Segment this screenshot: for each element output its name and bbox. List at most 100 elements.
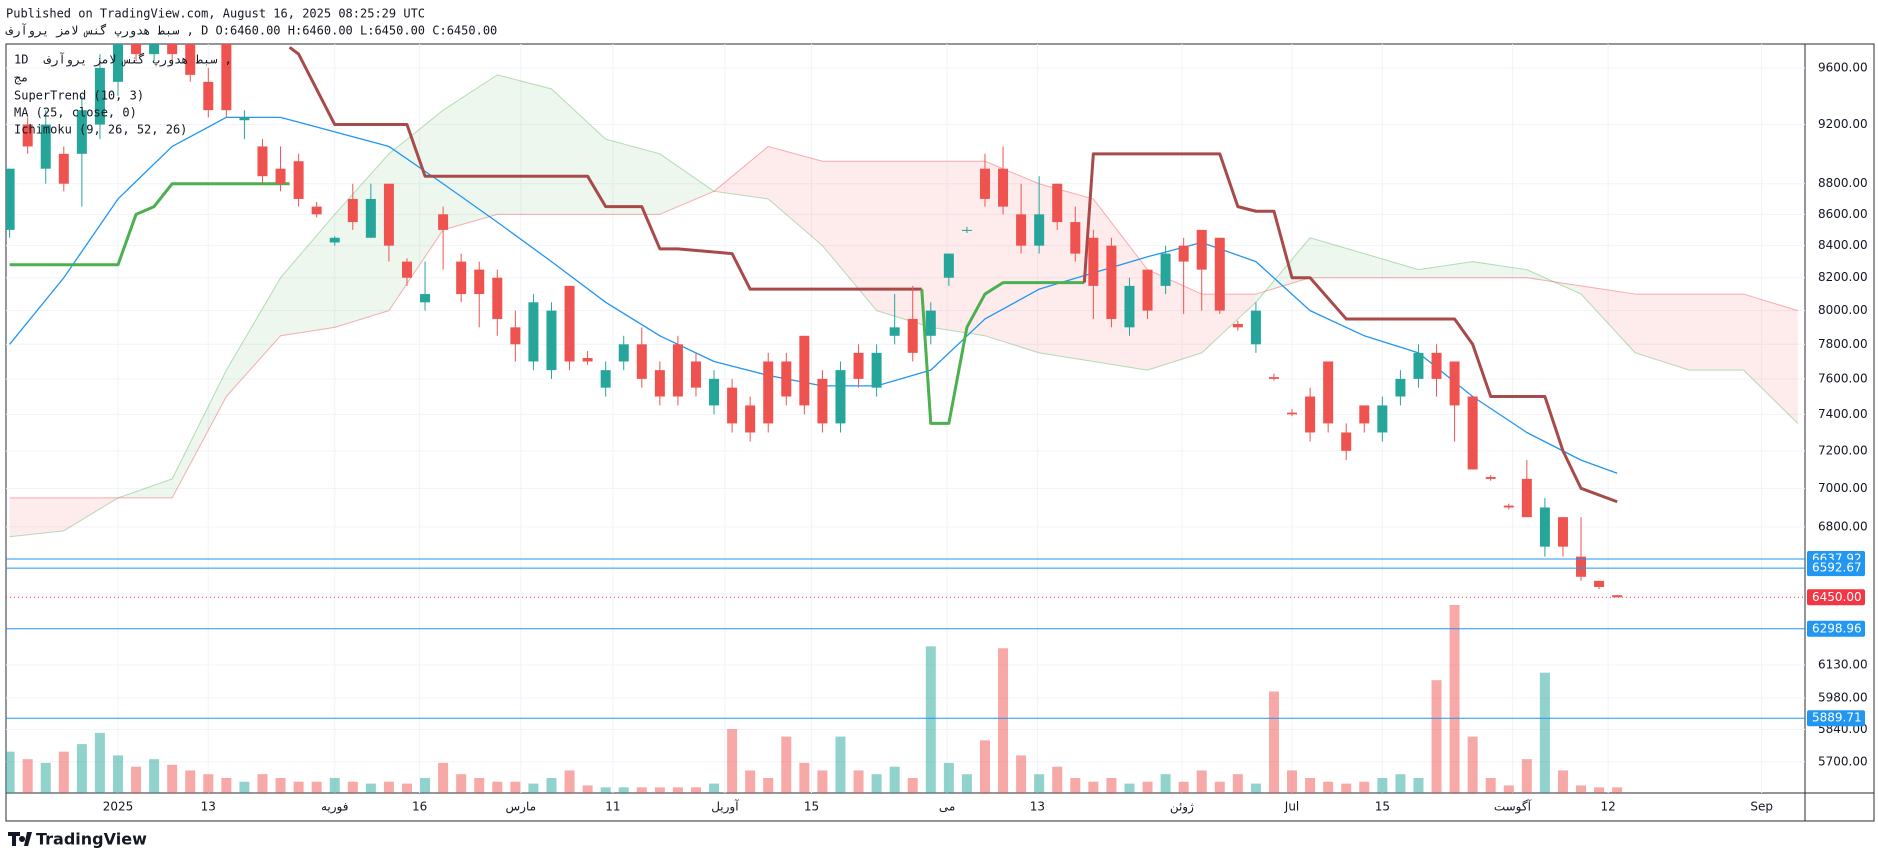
candle-body bbox=[1142, 269, 1153, 311]
volume-bar bbox=[1287, 770, 1298, 793]
candle-body bbox=[745, 405, 756, 433]
supertrend-line bbox=[1082, 152, 1618, 504]
candle-body bbox=[167, 44, 178, 55]
volume-bar bbox=[564, 770, 575, 793]
volume-bar bbox=[257, 774, 268, 793]
volume-bar bbox=[420, 777, 431, 793]
volume-bar bbox=[1124, 783, 1135, 793]
volume-bar bbox=[1503, 785, 1514, 793]
cloud-segment bbox=[714, 146, 769, 199]
candle-body bbox=[1250, 310, 1261, 345]
candle-body bbox=[1612, 595, 1623, 598]
volume-bar bbox=[1431, 680, 1442, 793]
volume-bar bbox=[546, 777, 557, 793]
candle-body bbox=[293, 161, 304, 199]
volume-bar bbox=[492, 781, 503, 793]
x-tick-label: فوریه bbox=[321, 800, 349, 815]
candle-body bbox=[1052, 183, 1063, 223]
volume-bar bbox=[871, 774, 882, 793]
volume-bar bbox=[925, 646, 936, 793]
candle-body bbox=[76, 110, 87, 154]
candle-body bbox=[961, 229, 972, 231]
y-tick-label: 7400.00 bbox=[1818, 407, 1868, 421]
symbol-line: سبط هدورپ گنس لامز یروآرف , D O:6460.00 … bbox=[5, 23, 497, 39]
candle-body bbox=[365, 198, 376, 238]
volume-bar bbox=[456, 774, 467, 793]
cloud-segment bbox=[822, 161, 877, 311]
candle-body bbox=[1323, 361, 1334, 424]
volume-bar bbox=[167, 764, 178, 793]
candle-body bbox=[853, 352, 864, 379]
y-tick-label: 6800.00 bbox=[1818, 519, 1868, 533]
volume-bar bbox=[1612, 787, 1623, 793]
candle-body bbox=[185, 44, 196, 75]
volume-bar bbox=[474, 777, 485, 793]
volume-bar bbox=[1485, 777, 1496, 793]
candle-body bbox=[1503, 505, 1514, 508]
cloud-segment bbox=[388, 110, 444, 311]
volume-bar bbox=[203, 774, 214, 793]
plot bbox=[6, 44, 1799, 793]
y-tick-label: 8200.00 bbox=[1818, 270, 1868, 284]
cloud-segment bbox=[930, 161, 985, 336]
x-tick-label: می bbox=[939, 800, 955, 814]
volume-bar bbox=[998, 648, 1009, 793]
x-tick-label: 2025 bbox=[103, 800, 134, 814]
candle-body bbox=[672, 344, 683, 397]
cloud-segment bbox=[984, 161, 1040, 353]
candle-body bbox=[94, 67, 105, 125]
candle-body bbox=[1214, 237, 1225, 311]
volume-bar bbox=[799, 762, 810, 793]
candle-body bbox=[1160, 253, 1171, 286]
candle-body bbox=[1088, 237, 1099, 286]
volume-bar bbox=[1250, 783, 1261, 793]
volume-bar bbox=[347, 781, 358, 793]
candle-body bbox=[438, 214, 449, 230]
y-tick-label: 8600.00 bbox=[1818, 207, 1868, 221]
volume-bar bbox=[835, 736, 846, 793]
candle-body bbox=[275, 168, 286, 184]
cloud-segment bbox=[1743, 294, 1798, 424]
candle-body bbox=[1377, 405, 1388, 433]
candle-body bbox=[131, 44, 142, 55]
supertrend-line bbox=[288, 46, 922, 291]
volume-bar bbox=[1106, 777, 1117, 793]
volume-bar bbox=[1449, 605, 1460, 793]
cloud-segment bbox=[63, 497, 118, 531]
volume-bar bbox=[293, 781, 304, 793]
candle-body bbox=[1467, 396, 1478, 470]
legend-exchange: مج bbox=[14, 71, 28, 85]
candle-body bbox=[690, 361, 701, 388]
candle-body bbox=[1178, 245, 1189, 262]
cloud-segment bbox=[1147, 269, 1202, 371]
y-tick-label: 9600.00 bbox=[1818, 60, 1868, 74]
candle-body bbox=[564, 285, 575, 362]
cloud-segment bbox=[876, 161, 931, 328]
volume-bar bbox=[853, 770, 864, 793]
volume-bar bbox=[1268, 691, 1279, 793]
candle-body bbox=[1034, 214, 1045, 246]
volume-bar bbox=[275, 777, 286, 793]
candle-body bbox=[149, 44, 160, 55]
logo-icon bbox=[8, 832, 32, 846]
brand: TradingView bbox=[36, 830, 147, 849]
candle-body bbox=[528, 302, 539, 362]
volume-bar bbox=[961, 774, 972, 793]
x-tick-label: 13 bbox=[1030, 800, 1045, 814]
cloud-segment bbox=[226, 277, 281, 397]
y-tick-label: 8000.00 bbox=[1818, 303, 1868, 317]
candle-body bbox=[22, 124, 33, 147]
candle-body bbox=[1557, 517, 1568, 547]
volume-bar bbox=[1088, 781, 1099, 793]
y-tick-label: 7600.00 bbox=[1818, 371, 1868, 385]
volume-bar bbox=[76, 744, 87, 793]
x-tick-label: 16 bbox=[412, 800, 427, 814]
cloud-segment bbox=[334, 153, 389, 328]
last-price-label: 6450.00 bbox=[1812, 590, 1862, 604]
volume-bar bbox=[239, 781, 250, 793]
last-price-box bbox=[1807, 589, 1865, 606]
cloud-segment bbox=[1581, 285, 1636, 353]
supertrend-line bbox=[920, 281, 1085, 425]
volume-bar bbox=[889, 766, 900, 793]
volume-bar bbox=[22, 759, 33, 793]
